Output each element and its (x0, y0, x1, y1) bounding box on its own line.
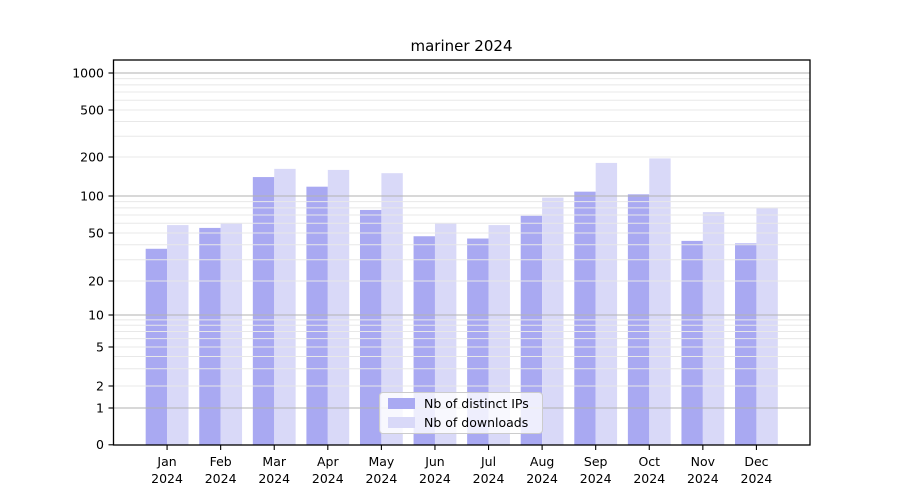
legend-swatch-distinct-ips (388, 398, 415, 410)
y-tick-label: 0 (96, 437, 104, 452)
x-tick-label-month: Jun (424, 454, 445, 469)
y-tick-label: 100 (80, 188, 104, 203)
x-tick-label-year: 2024 (741, 471, 773, 486)
legend-item-distinct-ips: Nb of distinct IPs (388, 396, 542, 411)
x-tick-label-month: Aug (530, 454, 554, 469)
y-tick-label: 50 (88, 225, 104, 240)
bar-downloads (488, 225, 510, 445)
y-tick-label: 1 (96, 400, 104, 415)
bar-distinct-ips (735, 243, 757, 445)
x-tick-label-year: 2024 (205, 471, 237, 486)
x-tick-label-year: 2024 (687, 471, 719, 486)
x-tick-label-month: Jan (156, 454, 176, 469)
bar-downloads (702, 212, 725, 445)
x-tick-label-month: Feb (210, 454, 232, 469)
bar-downloads (220, 223, 243, 445)
x-tick-label-year: 2024 (258, 471, 290, 486)
legend-label-downloads: Nb of downloads (424, 414, 529, 430)
x-tick-label-year: 2024 (633, 471, 665, 486)
bar-downloads (649, 158, 671, 446)
bar-distinct-ips (306, 186, 328, 445)
x-tick-label-month: Apr (317, 454, 339, 469)
bar-downloads (756, 207, 778, 445)
y-tick-label: 5 (96, 339, 104, 354)
y-tick-label: 20 (88, 273, 104, 288)
y-tick-label: 10 (88, 307, 104, 322)
y-tick-label: 1000 (72, 65, 104, 80)
x-tick-label-year: 2024 (526, 471, 558, 486)
bar-downloads (595, 162, 618, 446)
x-tick-label-month: Nov (691, 454, 716, 469)
bar-downloads (167, 225, 189, 445)
bar-downloads (327, 169, 350, 445)
chart-title: mariner 2024 (410, 37, 513, 55)
y-tick-label: 2 (96, 378, 104, 393)
x-tick-label-year: 2024 (580, 471, 612, 486)
legend: Nb of distinct IPs Nb of downloads (379, 392, 543, 434)
x-tick-label-year: 2024 (419, 471, 451, 486)
x-tick-label-year: 2024 (365, 471, 397, 486)
bar-downloads (274, 168, 296, 445)
bar-downloads (381, 173, 403, 445)
bar-distinct-ips (199, 227, 221, 445)
x-tick-label-month: Oct (638, 454, 660, 469)
y-tick-label: 200 (80, 149, 104, 164)
x-tick-label-month: Sep (584, 454, 608, 469)
y-tick-label: 500 (80, 102, 104, 117)
x-tick-label-month: Mar (262, 454, 286, 469)
bar-distinct-ips (252, 177, 275, 445)
plot-border (112, 59, 811, 446)
legend-swatch-downloads (388, 416, 415, 428)
x-tick-label-year: 2024 (473, 471, 505, 486)
bar-distinct-ips (574, 191, 596, 445)
legend-item-downloads: Nb of downloads (388, 415, 542, 430)
x-tick-label-month: Dec (744, 454, 768, 469)
bar-distinct-ips (520, 215, 543, 445)
x-tick-label-month: Jul (480, 454, 496, 469)
bar-downloads (434, 223, 457, 445)
x-tick-label-year: 2024 (312, 471, 344, 486)
legend-label-distinct-ips: Nb of distinct IPs (424, 396, 529, 412)
x-tick-label-month: May (368, 454, 394, 469)
x-tick-label-year: 2024 (151, 471, 183, 486)
bar-distinct-ips (681, 240, 703, 445)
